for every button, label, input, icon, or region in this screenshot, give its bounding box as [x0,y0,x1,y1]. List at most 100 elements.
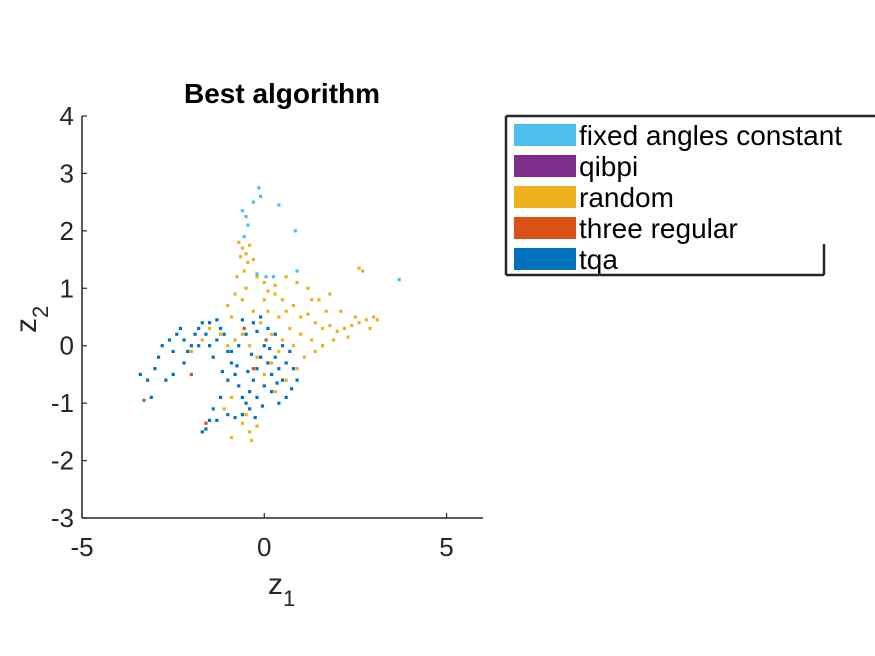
data-point [251,378,255,382]
data-point [255,367,259,371]
data-point [273,390,277,394]
data-point [280,378,285,382]
data-point [257,186,261,190]
data-point [215,338,219,342]
data-point [207,344,212,348]
data-point [266,289,270,293]
data-point [273,292,277,296]
data-point [175,332,179,336]
series-0 [240,186,401,282]
data-point [277,315,281,319]
data-point [293,229,297,233]
data-point [238,255,243,259]
data-point [280,338,285,342]
data-point [321,344,325,348]
data-point [269,332,274,336]
data-point [226,349,230,354]
y-tick-label: 0 [60,331,74,361]
data-point [182,338,186,342]
y-tick-label: -2 [51,446,74,476]
data-point [240,318,244,322]
data-point [295,367,299,371]
data-point [295,280,299,285]
data-point [211,355,215,359]
data-point [142,398,146,402]
data-point [233,338,237,342]
data-point [357,321,361,325]
data-point [280,344,285,348]
data-point [266,326,270,331]
data-point [220,369,224,374]
y-axis-label-subscript: 2 [28,306,53,318]
data-point [200,430,204,434]
data-point [229,395,234,399]
data-point [193,332,197,336]
data-point [335,329,339,333]
data-point [253,415,257,420]
data-point [266,309,270,313]
data-point [251,321,255,325]
data-point [251,257,255,262]
series-3 [142,326,268,425]
data-point [306,286,310,290]
data-point [248,344,252,348]
y-tick-label: -1 [51,388,74,418]
data-point [295,269,299,273]
data-point [226,344,230,348]
legend-entry-label: qibpi [579,151,638,182]
data-point [255,395,259,399]
data-point [262,280,266,285]
data-point [260,404,265,408]
data-point [186,349,190,354]
data-point [235,364,239,368]
data-point [361,269,365,273]
data-point [331,338,336,342]
legend-entry-label: random [579,182,674,213]
y-tick-label: 2 [60,216,74,246]
data-point [397,278,401,282]
legend-swatch [514,155,576,177]
legend-entry-label: fixed angles constant [579,120,842,151]
data-point [226,378,230,382]
legend-swatch [514,248,576,270]
data-point [291,303,296,308]
data-point [171,349,175,354]
data-point [255,275,259,279]
data-point [244,401,248,405]
data-point [255,424,259,428]
data-point [248,407,252,411]
data-point [262,298,266,302]
data-point [346,335,350,339]
data-point [240,209,244,213]
legend-entry-label: three regular [579,213,738,244]
data-point [197,326,201,331]
data-point [251,367,255,371]
data-point [313,321,317,325]
data-point [226,303,230,308]
data-point [156,355,161,359]
data-point [306,312,310,316]
data-point [328,292,332,296]
data-point [248,430,252,434]
data-point [259,315,263,319]
data-point [350,324,354,328]
data-point [339,309,343,313]
data-point [244,214,248,219]
data-point [264,275,268,279]
data-point [269,390,274,394]
data-point [310,298,314,302]
data-point [328,324,332,328]
data-point [171,372,175,377]
data-point [242,326,246,331]
data-point [268,346,272,351]
data-point [233,415,237,420]
data-point [215,318,219,322]
data-point [246,223,250,227]
data-point [149,395,153,399]
data-point [284,361,288,365]
data-point [233,372,237,377]
data-point [229,361,234,365]
data-point [255,355,259,359]
